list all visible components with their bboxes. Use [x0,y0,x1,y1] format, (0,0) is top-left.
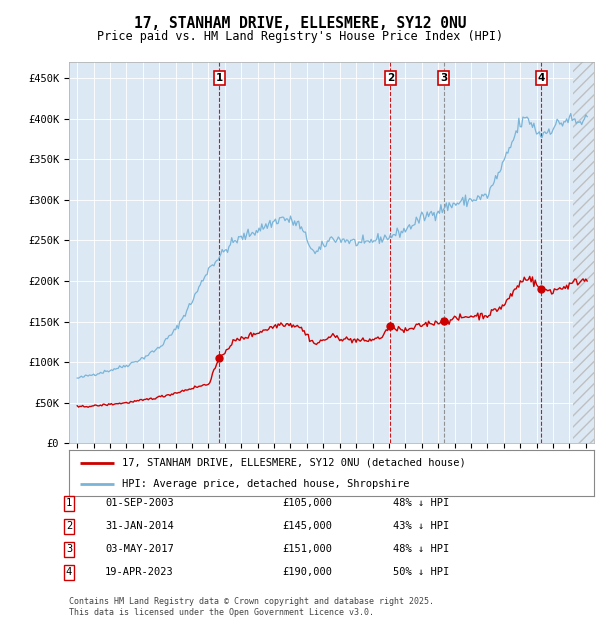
Text: 4: 4 [66,567,72,577]
Text: 03-MAY-2017: 03-MAY-2017 [105,544,174,554]
Text: Contains HM Land Registry data © Crown copyright and database right 2025.
This d: Contains HM Land Registry data © Crown c… [69,598,434,617]
Text: Price paid vs. HM Land Registry's House Price Index (HPI): Price paid vs. HM Land Registry's House … [97,30,503,43]
Text: 2: 2 [386,73,394,84]
Text: 1: 1 [216,73,223,84]
Text: 50% ↓ HPI: 50% ↓ HPI [393,567,449,577]
Text: 17, STANHAM DRIVE, ELLESMERE, SY12 0NU: 17, STANHAM DRIVE, ELLESMERE, SY12 0NU [134,16,466,30]
Text: £145,000: £145,000 [282,521,332,531]
Text: 48% ↓ HPI: 48% ↓ HPI [393,544,449,554]
Text: 48% ↓ HPI: 48% ↓ HPI [393,498,449,508]
Text: 01-SEP-2003: 01-SEP-2003 [105,498,174,508]
Text: £151,000: £151,000 [282,544,332,554]
Text: 43% ↓ HPI: 43% ↓ HPI [393,521,449,531]
Bar [574,62,594,443]
Text: 1: 1 [66,498,72,508]
Text: 4: 4 [538,73,545,84]
Text: 19-APR-2023: 19-APR-2023 [105,567,174,577]
Text: 31-JAN-2014: 31-JAN-2014 [105,521,174,531]
Text: 3: 3 [66,544,72,554]
Text: 2: 2 [66,521,72,531]
Text: 17, STANHAM DRIVE, ELLESMERE, SY12 0NU (detached house): 17, STANHAM DRIVE, ELLESMERE, SY12 0NU (… [121,458,465,467]
Text: £105,000: £105,000 [282,498,332,508]
Text: 3: 3 [440,73,447,84]
Text: HPI: Average price, detached house, Shropshire: HPI: Average price, detached house, Shro… [121,479,409,489]
Text: £190,000: £190,000 [282,567,332,577]
